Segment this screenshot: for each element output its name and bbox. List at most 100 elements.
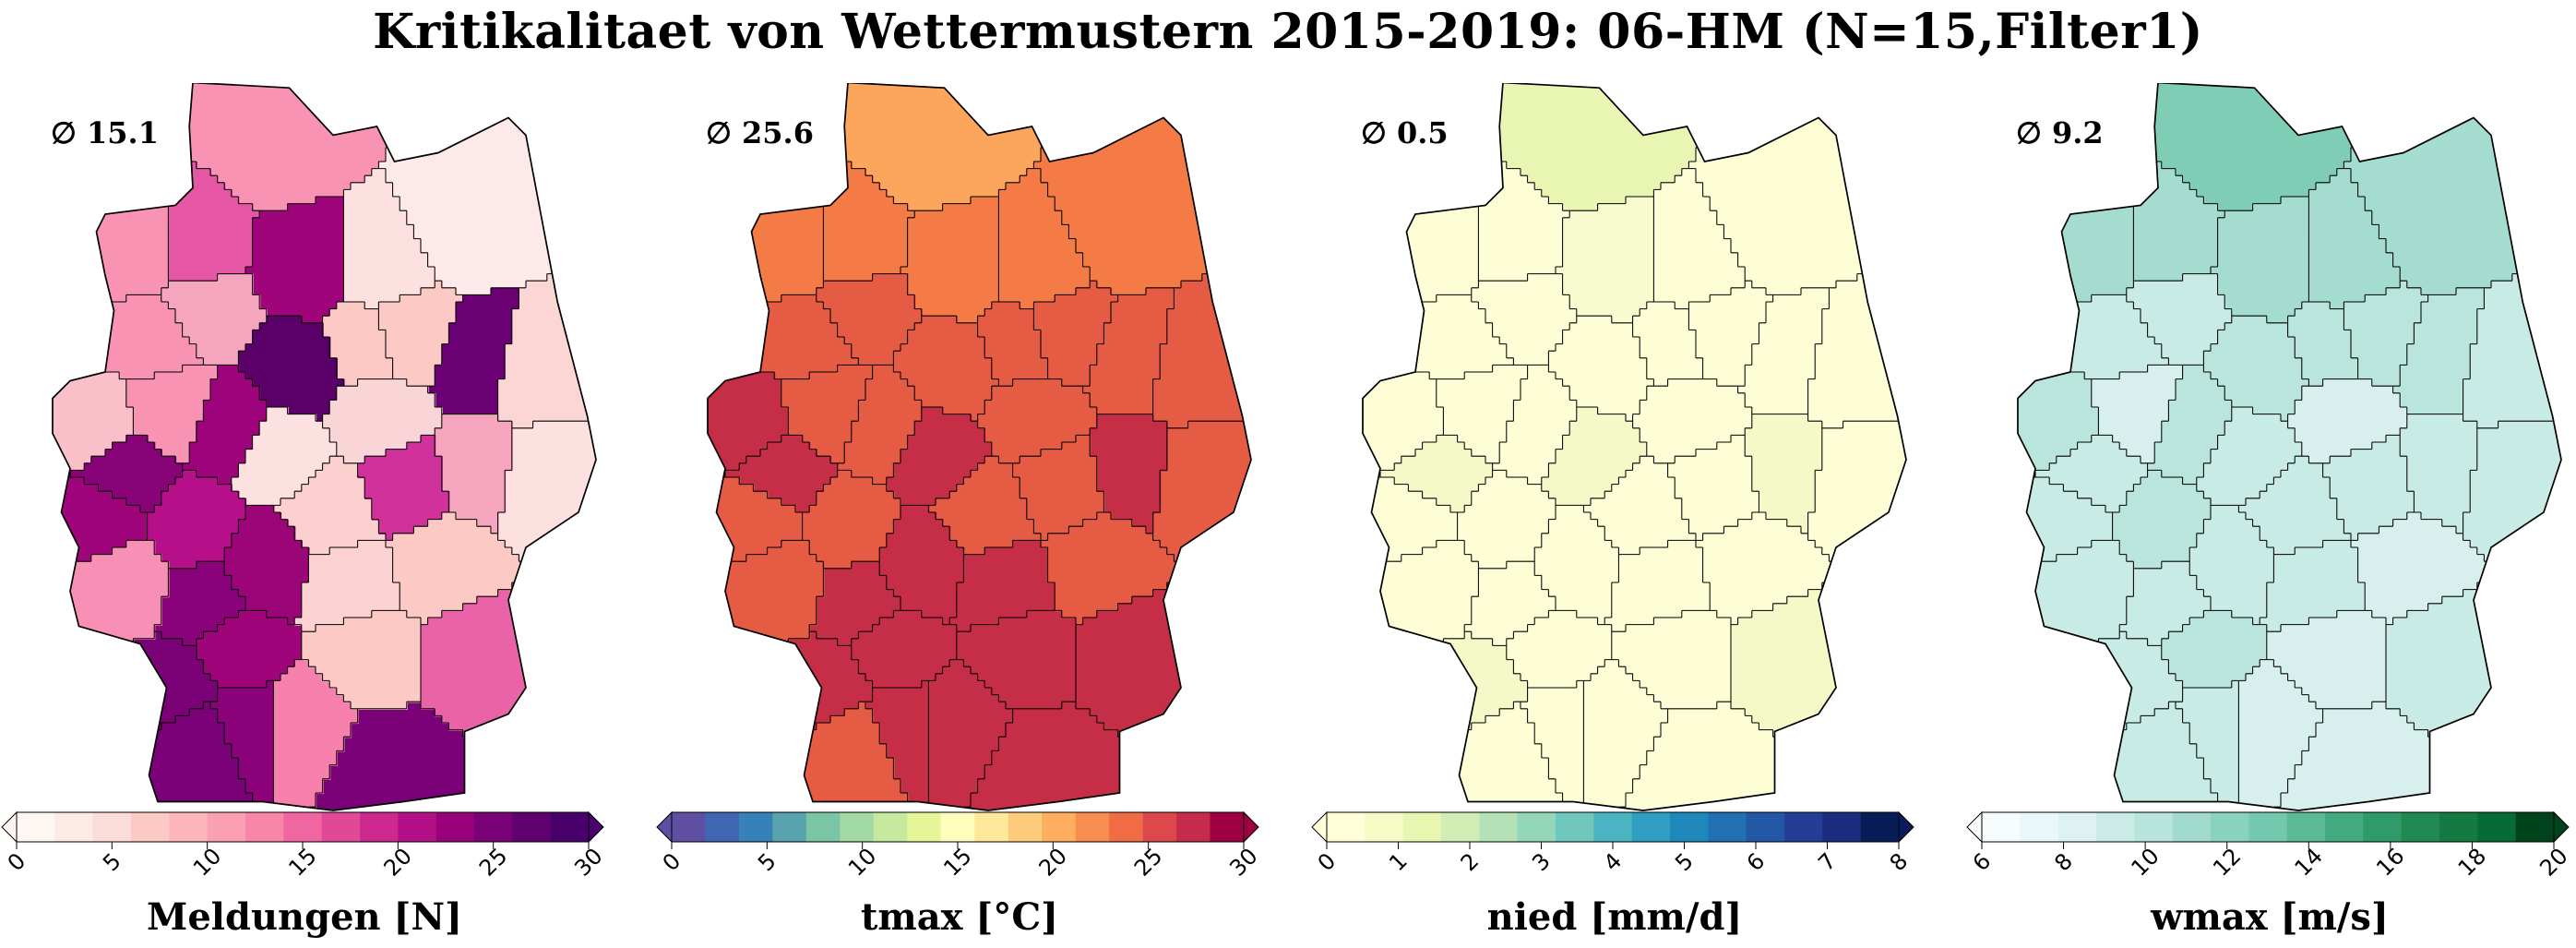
region-8 bbox=[322, 302, 394, 388]
colorbar-label: nied [mm/d] bbox=[1486, 895, 1743, 939]
region-21 bbox=[1457, 470, 1557, 570]
colorbar-segment bbox=[245, 812, 284, 842]
region-25 bbox=[1012, 435, 1105, 542]
colorbar-segment bbox=[1822, 812, 1862, 842]
colorbar-tick-label: 5 bbox=[753, 848, 781, 877]
region-22 bbox=[2238, 456, 2353, 556]
region-4 bbox=[1653, 168, 1747, 310]
region-18 bbox=[1541, 407, 1648, 507]
region-fills bbox=[1363, 83, 1907, 811]
region-15 bbox=[781, 365, 874, 464]
region-33 bbox=[2238, 659, 2324, 811]
region-22 bbox=[1583, 456, 1698, 556]
colorbar-segment bbox=[1365, 812, 1404, 842]
region-25 bbox=[1667, 435, 1760, 542]
colorbar-tick-label: 0 bbox=[658, 848, 686, 877]
region-31 bbox=[294, 540, 401, 633]
region-38 bbox=[53, 624, 149, 811]
colorbar-segment bbox=[1860, 812, 1900, 842]
colorbar-segment bbox=[738, 812, 773, 842]
colorbar-tick-label: 18 bbox=[2453, 843, 2491, 881]
region-21 bbox=[2112, 470, 2212, 570]
region-8 bbox=[1632, 302, 1704, 388]
colorbar-segment bbox=[2248, 812, 2288, 842]
region-3 bbox=[900, 197, 1000, 324]
region-3 bbox=[245, 197, 345, 324]
region-22 bbox=[928, 456, 1043, 556]
colorbar-segment bbox=[1210, 812, 1245, 842]
region-18 bbox=[231, 407, 338, 507]
region-33 bbox=[1583, 659, 1669, 811]
region-31 bbox=[2260, 540, 2367, 633]
region-34 bbox=[301, 610, 423, 710]
region-fills bbox=[708, 83, 1252, 811]
region-25 bbox=[357, 435, 450, 542]
region-25 bbox=[2322, 435, 2415, 542]
colorbar-segment bbox=[705, 812, 740, 842]
germany-outline bbox=[2017, 83, 2562, 811]
colorbar-segment bbox=[2286, 812, 2326, 842]
colorbar-label: wmax [m/s] bbox=[2151, 895, 2389, 939]
colorbar-tick-label: 12 bbox=[2208, 843, 2246, 881]
region-8 bbox=[977, 302, 1049, 388]
region-34 bbox=[1611, 610, 1733, 710]
colorbar-segment bbox=[2325, 812, 2364, 842]
colorbar-tick-label: 20 bbox=[379, 843, 417, 881]
map-svg: 0 5 10 15 20 25 30 bbox=[1, 83, 608, 882]
colorbar-segment bbox=[940, 812, 975, 842]
colorbar-segment bbox=[360, 812, 399, 842]
colorbar-tick-label: 5 bbox=[1670, 848, 1699, 877]
colorbar-segment bbox=[2172, 812, 2212, 842]
region-38 bbox=[708, 624, 804, 811]
region-9 bbox=[1548, 316, 1655, 423]
colorbar-tick-label: 0 bbox=[1313, 848, 1342, 877]
map-panel-tmax: 0 5 10 15 20 25 30 ∅ 25.6 tmax [°C] bbox=[655, 83, 1301, 942]
region-38 bbox=[2018, 624, 2114, 811]
region-22 bbox=[273, 456, 388, 556]
colorbar-segment bbox=[1708, 812, 1747, 842]
map-panel-wmax: 6 8 10 12 14 16 18 20 ∅ 9.2 wmax [m/s] bbox=[1965, 83, 2576, 942]
colorbar-tick-label: 8 bbox=[1885, 848, 1914, 877]
region-8 bbox=[2287, 302, 2359, 388]
colorbar-segment bbox=[1441, 812, 1480, 842]
colorbar-segment bbox=[2057, 812, 2097, 842]
colorbar-segment bbox=[92, 812, 132, 842]
colorbar-segment bbox=[54, 812, 94, 842]
colorbar-label: tmax [°C] bbox=[860, 895, 1059, 939]
colorbar-segment bbox=[2439, 812, 2478, 842]
average-label: ∅ 0.5 bbox=[1361, 115, 1449, 150]
colorbar-segment bbox=[772, 812, 807, 842]
colorbar-segment bbox=[2096, 812, 2135, 842]
region-34 bbox=[2266, 610, 2388, 710]
germany-outline bbox=[52, 83, 597, 811]
colorbar-segment bbox=[1670, 812, 1709, 842]
colorbar-tick-label: 4 bbox=[1599, 848, 1628, 877]
colorbar-tick-label: 3 bbox=[1527, 848, 1556, 877]
colorbar-segment bbox=[398, 812, 437, 842]
colorbar-segment bbox=[840, 812, 875, 842]
colorbar-segment bbox=[1517, 812, 1556, 842]
colorbar-tick-label: 15 bbox=[938, 843, 976, 881]
colorbar-tick-label: 2 bbox=[1456, 848, 1485, 877]
region-4 bbox=[343, 168, 436, 310]
colorbar-tick-label: 20 bbox=[1034, 843, 1072, 881]
colorbar-segment bbox=[2211, 812, 2249, 842]
colorbar-tick-label: 10 bbox=[843, 843, 881, 881]
colorbar-segment bbox=[1402, 812, 1442, 842]
colorbar-tick-label: 16 bbox=[2371, 843, 2409, 881]
region-9 bbox=[893, 316, 1000, 423]
region-9 bbox=[238, 316, 345, 423]
colorbar-segment bbox=[1142, 812, 1177, 842]
colorbar-segment bbox=[131, 812, 170, 842]
region-11 bbox=[427, 287, 520, 415]
colorbar-segment bbox=[2477, 812, 2517, 842]
region-4 bbox=[2308, 168, 2402, 310]
colorbar-tick-label: 14 bbox=[2290, 843, 2328, 881]
region-30 bbox=[1521, 680, 1585, 811]
average-label: ∅ 25.6 bbox=[706, 115, 814, 150]
region-17 bbox=[1380, 435, 1494, 514]
colorbar-tick-label: 10 bbox=[2126, 843, 2164, 881]
colorbar-segment bbox=[474, 812, 513, 842]
region-21 bbox=[802, 470, 902, 570]
region-17 bbox=[725, 435, 839, 514]
